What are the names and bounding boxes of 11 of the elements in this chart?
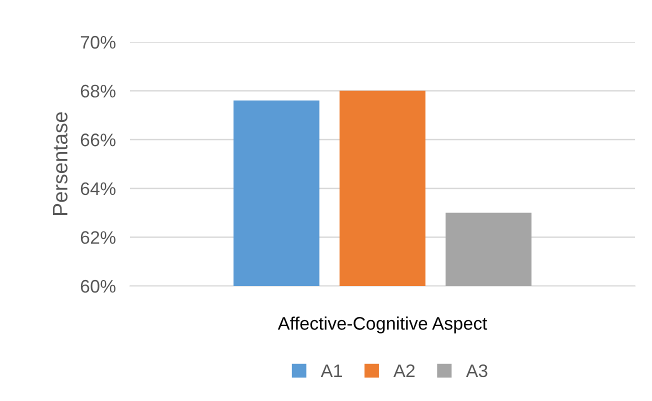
- legend-label: A1: [320, 364, 342, 377]
- y-axis-title: Persentase: [52, 112, 68, 215]
- legend-label: A3: [466, 364, 488, 378]
- x-tick-label: Affective-Cognitive Aspect: [278, 316, 488, 334]
- y-tick-label: 64%: [80, 182, 116, 196]
- y-tick-label: 68%: [80, 84, 116, 98]
- y-tick-label: 66%: [80, 134, 116, 146]
- y-tick-label: 70%: [80, 36, 116, 49]
- legend-label: A2: [393, 364, 415, 377]
- y-tick-label: 60%: [80, 280, 116, 293]
- y-tick-label: 62%: [80, 231, 116, 244]
